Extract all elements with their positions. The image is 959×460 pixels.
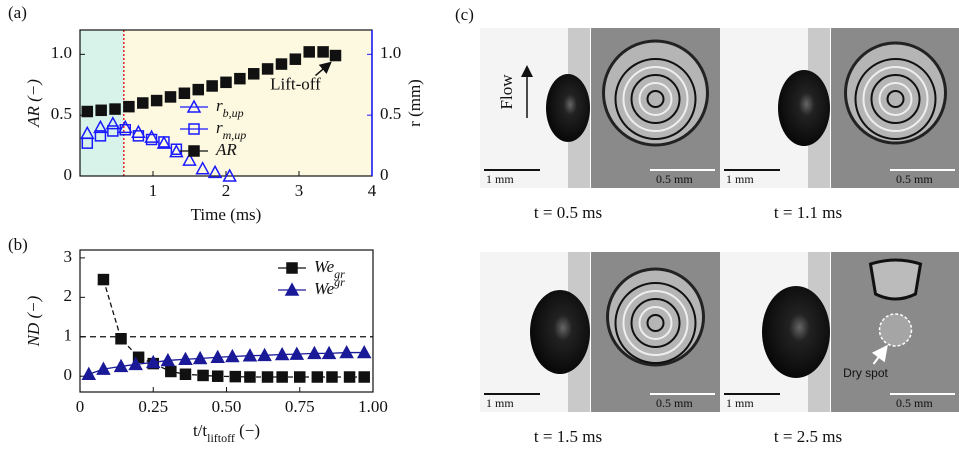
- legend-label: Wegr: [314, 275, 345, 298]
- marker: [245, 372, 255, 382]
- series-line: [89, 353, 364, 375]
- marker: [327, 372, 337, 382]
- panel-label: (a): [8, 3, 27, 22]
- marker: [263, 372, 273, 382]
- marker: [116, 334, 126, 344]
- droplet: [530, 290, 590, 374]
- marker: [82, 107, 92, 117]
- y2-tick-label: 1.0: [380, 43, 401, 62]
- shaded-region: [80, 30, 124, 176]
- x-tick-label: 1.00: [358, 397, 388, 416]
- droplet: [762, 286, 830, 378]
- flow-label: Flow: [497, 74, 516, 110]
- x-tick-label: 0.50: [212, 397, 242, 416]
- marker: [166, 92, 176, 102]
- frame-time: t = 1.5 ms: [534, 427, 602, 446]
- marker: [230, 372, 240, 382]
- annotation: Lift-off: [270, 74, 321, 93]
- marker: [359, 372, 369, 382]
- scale-label: 1 mm: [486, 396, 514, 410]
- y2-tick-label: 0: [380, 165, 389, 184]
- marker: [96, 105, 106, 115]
- scale-label: 1 mm: [726, 396, 754, 410]
- frame-time: t = 0.5 ms: [534, 203, 602, 222]
- scale-label: 0.5 mm: [896, 172, 933, 186]
- scale-label: 1 mm: [726, 172, 754, 186]
- dry-spot-label: Dry spot: [843, 366, 888, 380]
- y2-axis-label: r (mm): [405, 79, 424, 127]
- x-axis-label: Time (ms): [191, 205, 262, 224]
- marker: [180, 369, 190, 379]
- y-tick-label: 3: [64, 247, 73, 266]
- y-tick-label: 1.0: [51, 43, 72, 62]
- x-tick-label: 0.25: [138, 397, 168, 416]
- marker: [263, 64, 273, 74]
- marker: [83, 368, 95, 379]
- panel-c: (c) 1 mm 0.5 mm t = 0.5 ms 1 mm 0.5 mm t = 1.…: [455, 5, 959, 446]
- marker: [312, 372, 322, 382]
- y2-tick-label: 0.5: [380, 104, 401, 123]
- y-tick-label: 0: [64, 365, 73, 384]
- marker: [304, 47, 314, 57]
- marker: [98, 275, 108, 285]
- y-axis-label: AR (−): [24, 79, 43, 128]
- y-tick-label: 1: [64, 326, 73, 345]
- marker: [295, 372, 305, 382]
- frame-time: t = 2.5 ms: [774, 427, 842, 446]
- scale-label: 0.5 mm: [656, 172, 693, 186]
- scale-label: 0.5 mm: [656, 396, 693, 410]
- figure: (c) 1 mm 0.5 mm t = 0.5 ms 1 mm 0.5 mm t = 1.…: [0, 0, 959, 460]
- droplet: [546, 74, 590, 142]
- x-tick-label: 0: [76, 397, 85, 416]
- marker: [290, 54, 300, 64]
- x-axis-label: t/tliftoff (−): [193, 421, 260, 445]
- x-tick-label: 1: [149, 181, 158, 200]
- dry-spot-circle: [880, 314, 912, 346]
- marker: [213, 371, 223, 381]
- y-tick-label: 0.5: [51, 104, 72, 123]
- x-tick-label: 4: [368, 181, 377, 200]
- contact-patch: [604, 41, 708, 145]
- y-tick-label: 2: [64, 286, 73, 305]
- panel-label: (c): [455, 5, 474, 24]
- marker: [345, 372, 355, 382]
- marker: [198, 370, 208, 380]
- legend-marker: [189, 146, 199, 156]
- scale-label: 1 mm: [486, 172, 514, 186]
- panel-label: (b): [8, 235, 28, 254]
- marker: [179, 88, 189, 98]
- marker: [138, 98, 148, 108]
- marker: [207, 81, 217, 91]
- marker: [249, 69, 259, 79]
- marker: [124, 102, 134, 112]
- contact-remnant: [871, 260, 921, 299]
- marker: [331, 51, 341, 61]
- marker: [276, 59, 286, 69]
- x-tick-label: 3: [295, 181, 304, 200]
- x-tick-label: 0.75: [285, 397, 315, 416]
- marker: [235, 74, 245, 84]
- marker: [193, 85, 203, 95]
- frame-time: t = 1.1 ms: [774, 203, 842, 222]
- x-tick-label: 2: [222, 181, 231, 200]
- marker: [277, 372, 287, 382]
- y-axis-label: ND (−): [24, 295, 43, 347]
- marker: [221, 77, 231, 87]
- legend-marker: [287, 263, 297, 273]
- droplet: [778, 70, 830, 146]
- legend-label: AR: [215, 140, 237, 159]
- marker: [110, 104, 120, 114]
- marker: [166, 366, 176, 376]
- scale-label: 0.5 mm: [896, 396, 933, 410]
- y-tick-label: 0: [64, 165, 73, 184]
- marker: [318, 47, 328, 57]
- marker: [152, 96, 162, 106]
